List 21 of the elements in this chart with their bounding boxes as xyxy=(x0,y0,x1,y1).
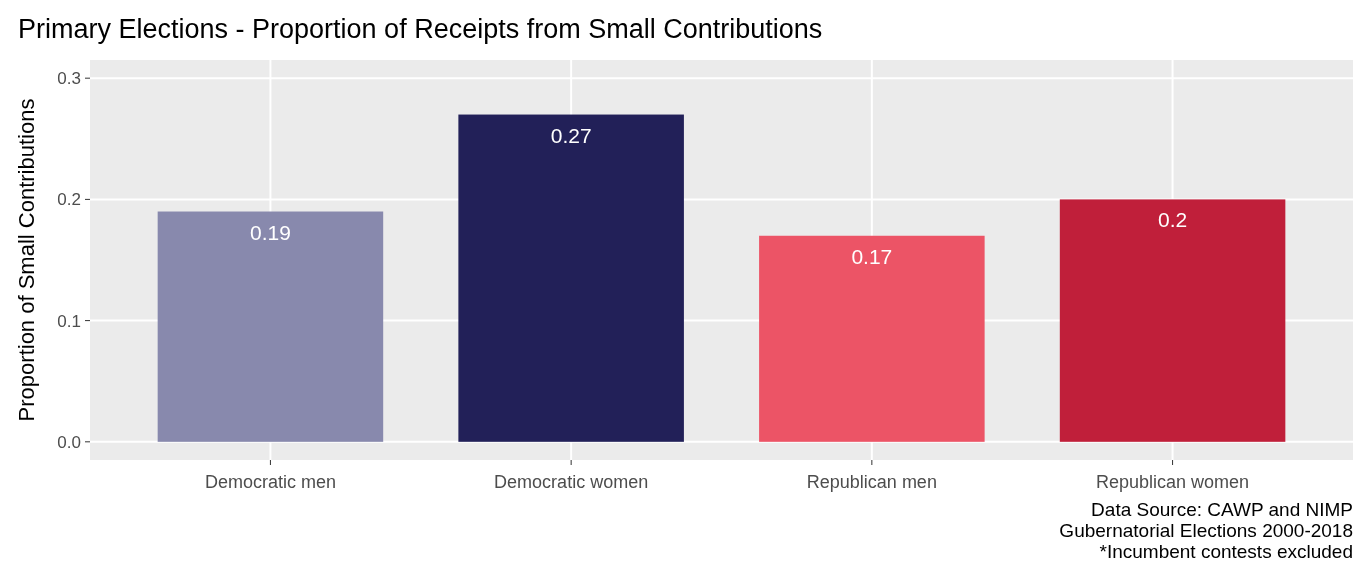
y-tick-label: 0.3 xyxy=(57,69,81,89)
bar xyxy=(458,114,684,442)
source-note: Data Source: CAWP and NIMP xyxy=(1091,499,1353,520)
data-label: 0.19 xyxy=(249,220,291,244)
y-tick-label: 0.2 xyxy=(57,190,81,210)
data-label: 0.27 xyxy=(550,123,592,147)
y-tick-label: 0.1 xyxy=(57,311,81,331)
x-tick-label: Democratic women xyxy=(494,472,649,492)
x-tick-label: Republican men xyxy=(806,472,937,492)
data-label: 0.2 xyxy=(1157,208,1188,232)
bar xyxy=(759,235,985,442)
chart-title: Primary Elections - Proportion of Receipts from Small Contributions xyxy=(18,14,823,44)
x-tick-label: Democratic men xyxy=(204,472,336,492)
text: Gubernatorial Elections 2000-2018 xyxy=(1059,520,1353,541)
bar xyxy=(1059,199,1286,442)
data-label: 0.17 xyxy=(851,244,893,268)
text: *Incumbent contests excluded xyxy=(1099,541,1353,562)
y-tick-label: 0.0 xyxy=(57,432,81,452)
bar xyxy=(157,211,384,442)
x-tick-label: Republican women xyxy=(1096,472,1250,492)
y-axis-title: Proportion of Small Contributions xyxy=(14,98,39,422)
